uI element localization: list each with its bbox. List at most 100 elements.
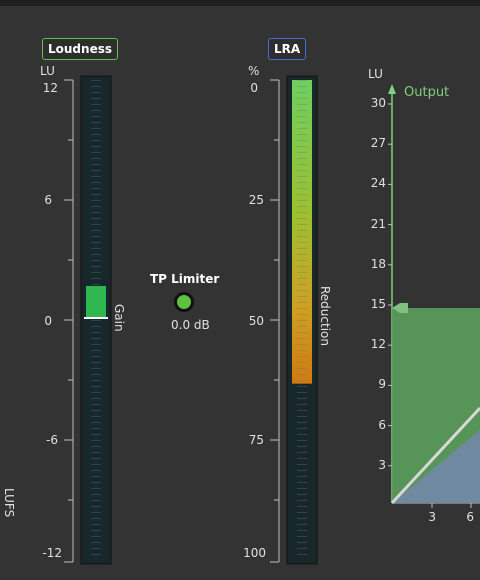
graph-y-tick: 30 (370, 96, 386, 110)
meter-dot (91, 116, 101, 117)
meter-dot (297, 476, 307, 477)
meter-dot (297, 104, 307, 105)
meter-dot (297, 194, 307, 195)
graph-y-tick: 18 (370, 256, 386, 271)
meter-dot (91, 242, 101, 243)
meter-dot (91, 146, 101, 147)
meter-dot (297, 344, 307, 345)
meter-dot (91, 452, 101, 453)
meter-dot (91, 284, 101, 285)
meter-dot (91, 404, 101, 405)
meter-dot (297, 80, 307, 81)
graph-y-tick: 6 (378, 417, 386, 432)
meter-dot (91, 92, 101, 93)
meter-dot (91, 110, 101, 111)
meter-dot (91, 104, 101, 105)
meter-dot (91, 188, 101, 189)
meter-dot (91, 506, 101, 507)
meter-dot (297, 368, 307, 369)
meter-dot (91, 398, 101, 399)
meter-dot (91, 176, 101, 177)
meter-dot (91, 266, 101, 267)
meter-dot (297, 296, 307, 297)
graph-x-tick: 6 (466, 510, 474, 524)
meter-dot (91, 428, 101, 429)
meter-dot (297, 524, 307, 525)
loudness-tick-label: -12 (42, 546, 62, 560)
meter-dot (297, 434, 307, 435)
lra-reduction-bar (292, 80, 312, 384)
meter-dot (91, 332, 101, 333)
meter-dot (297, 410, 307, 411)
threshold-marker-icon (392, 303, 408, 313)
graph-y-tick: 21 (370, 216, 386, 231)
meter-dot (297, 302, 307, 303)
meter-dot (297, 326, 307, 327)
tp-limiter-indicator-icon (174, 292, 194, 312)
meter-dot (91, 140, 101, 141)
meter-dot (91, 98, 101, 99)
gain-label: Gain (112, 304, 126, 332)
graph-y-unit: LU (368, 67, 383, 81)
meter-dot (91, 326, 101, 327)
meter-dot (297, 164, 307, 165)
meter-dot (297, 518, 307, 519)
loudness-meter-dots (91, 80, 101, 555)
meter-dot (91, 464, 101, 465)
meter-dot (297, 362, 307, 363)
meter-dot (91, 158, 101, 159)
graph-y-tick: 12 (370, 337, 386, 352)
meter-dot (297, 374, 307, 375)
meter-dot (91, 122, 101, 123)
meter-dot (297, 182, 307, 183)
meter-dot (297, 134, 307, 135)
meter-dot (91, 482, 101, 483)
meter-dot (91, 134, 101, 135)
meter-dot (91, 386, 101, 387)
meter-dot (91, 200, 101, 201)
meter-dot (91, 80, 101, 81)
lra-meter-dots (297, 80, 307, 555)
meter-dot (91, 338, 101, 339)
meter-dot (297, 488, 307, 489)
meter-dot (297, 212, 307, 213)
meter-dot (297, 284, 307, 285)
meter-dot (297, 440, 307, 441)
lra-unit: % (248, 64, 260, 78)
meter-dot (297, 110, 307, 111)
lra-title: LRA (268, 38, 307, 60)
meter-dot (297, 206, 307, 207)
meter-dot (297, 392, 307, 393)
tp-limiter-title: TP Limiter (150, 272, 220, 286)
meter-dot (297, 152, 307, 153)
meter-dot (297, 224, 307, 225)
meter-dot (297, 122, 307, 123)
meter-dot (91, 500, 101, 501)
lra-tick-label: 75 (248, 433, 264, 447)
meter-dot (297, 242, 307, 243)
meter-dot (297, 356, 307, 357)
meter-dot (297, 176, 307, 177)
meter-dot (297, 254, 307, 255)
meter-dot (297, 266, 307, 267)
meter-dot (297, 308, 307, 309)
meter-dot (91, 554, 101, 555)
meter-dot (91, 254, 101, 255)
reduction-label: Reduction (318, 286, 332, 346)
meter-dot (91, 206, 101, 207)
lra-tick-label: 100 (243, 546, 266, 560)
meter-dot (91, 548, 101, 549)
meter-dot (297, 140, 307, 141)
meter-dot (297, 494, 307, 495)
meter-dot (91, 524, 101, 525)
meter-dot (297, 200, 307, 201)
meter-dot (297, 320, 307, 321)
meter-dot (91, 356, 101, 357)
meter-dot (91, 224, 101, 225)
meter-dot (297, 398, 307, 399)
meter-dot (297, 452, 307, 453)
meter-dot (91, 218, 101, 219)
meter-dot (91, 380, 101, 381)
loudness-meter (80, 75, 112, 565)
meter-dot (297, 146, 307, 147)
